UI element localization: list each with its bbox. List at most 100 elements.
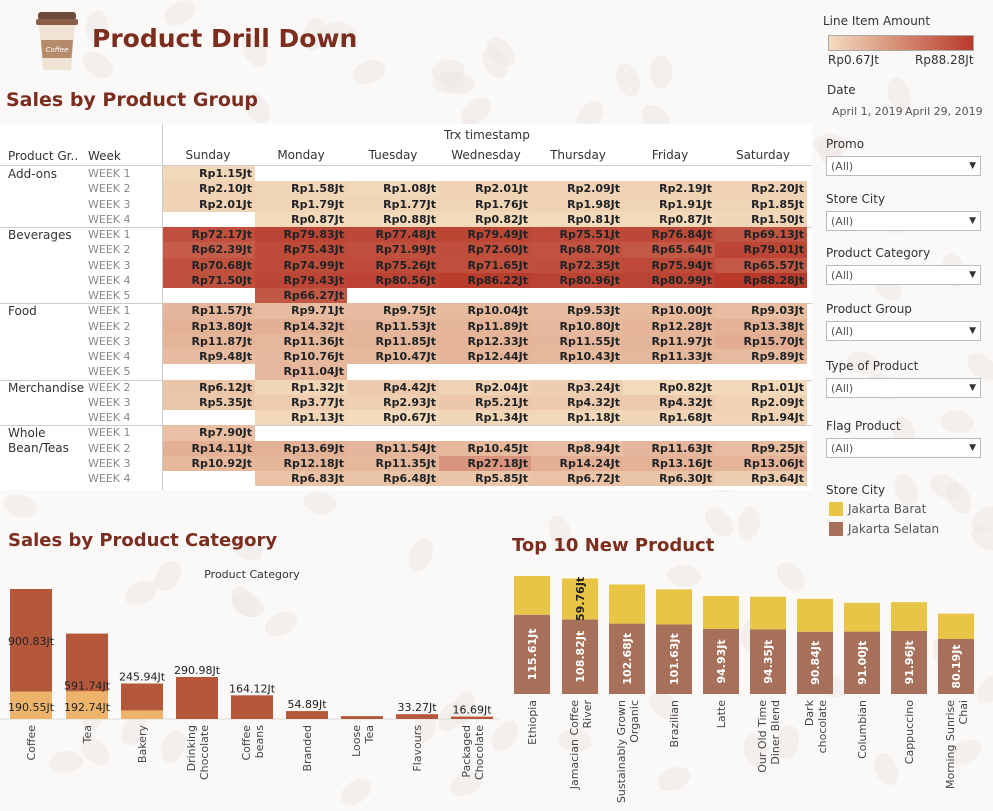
heat-cell[interactable]: Rp12.33Jt xyxy=(439,333,531,349)
top10-bar-barat[interactable] xyxy=(703,595,739,629)
heat-cell[interactable]: Rp13.80Jt xyxy=(163,318,255,334)
heat-cell[interactable]: Rp11.63Jt xyxy=(623,440,715,456)
top10-bar-barat[interactable] xyxy=(514,575,550,615)
top10-bar-selatan[interactable] xyxy=(514,614,550,694)
heat-cell[interactable]: Rp1.85Jt xyxy=(715,196,807,212)
category-bar[interactable] xyxy=(341,716,383,719)
heat-cell[interactable]: Rp74.99Jt xyxy=(255,257,347,273)
heat-cell[interactable]: Rp10.80Jt xyxy=(531,318,623,334)
heat-cell[interactable]: Rp9.53Jt xyxy=(531,303,623,319)
category-bar[interactable] xyxy=(231,695,273,719)
heat-cell[interactable]: Rp8.94Jt xyxy=(531,440,623,456)
heat-cell[interactable]: Rp71.50Jt xyxy=(163,272,255,288)
heat-cell[interactable]: Rp3.24Jt xyxy=(531,379,623,395)
top10-bar-selatan[interactable] xyxy=(562,619,598,694)
heat-cell[interactable]: Rp6.12Jt xyxy=(163,379,255,395)
category-bar-low[interactable] xyxy=(10,691,52,719)
heat-cell[interactable]: Rp2.09Jt xyxy=(715,394,807,410)
heat-cell[interactable]: Rp75.26Jt xyxy=(347,257,439,273)
heat-cell[interactable]: Rp77.48Jt xyxy=(347,227,439,243)
heat-cell[interactable]: Rp1.76Jt xyxy=(439,196,531,212)
heat-cell[interactable]: Rp70.68Jt xyxy=(163,257,255,273)
top10-bar-selatan[interactable] xyxy=(844,631,880,694)
category-bar-low[interactable] xyxy=(66,691,108,719)
heat-cell[interactable]: Rp62.39Jt xyxy=(163,242,255,258)
heat-cell[interactable]: Rp1.32Jt xyxy=(255,379,347,395)
heat-cell[interactable]: Rp9.71Jt xyxy=(255,303,347,319)
heat-cell[interactable]: Rp9.75Jt xyxy=(347,303,439,319)
heat-cell[interactable]: Rp0.88Jt xyxy=(347,211,439,227)
heat-cell[interactable]: Rp4.32Jt xyxy=(623,394,715,410)
heat-cell[interactable]: Rp72.35Jt xyxy=(531,257,623,273)
heat-cell[interactable]: Rp72.60Jt xyxy=(439,242,531,258)
heat-cell[interactable]: Rp76.84Jt xyxy=(623,227,715,243)
heat-cell[interactable]: Rp1.01Jt xyxy=(715,379,807,395)
category-bar[interactable] xyxy=(451,716,493,719)
filter-dropdown[interactable]: (All) ▼ xyxy=(826,378,981,398)
heat-cell[interactable]: Rp11.85Jt xyxy=(347,333,439,349)
heat-cell[interactable]: Rp11.53Jt xyxy=(347,318,439,334)
heat-cell[interactable]: Rp12.44Jt xyxy=(439,349,531,365)
heat-cell[interactable]: Rp7.90Jt xyxy=(163,425,255,441)
heat-cell[interactable]: Rp9.89Jt xyxy=(715,349,807,365)
heat-cell[interactable]: Rp2.01Jt xyxy=(163,196,255,212)
heat-cell[interactable]: Rp1.77Jt xyxy=(347,196,439,212)
heat-cell[interactable]: Rp88.28Jt xyxy=(715,272,807,288)
top10-bar-selatan[interactable] xyxy=(750,629,786,694)
heat-cell[interactable]: Rp11.97Jt xyxy=(623,333,715,349)
heat-cell[interactable]: Rp10.76Jt xyxy=(255,349,347,365)
heat-cell[interactable]: Rp15.70Jt xyxy=(715,333,807,349)
heat-cell[interactable]: Rp2.04Jt xyxy=(439,379,531,395)
filter-dropdown[interactable]: (All) ▼ xyxy=(826,156,981,176)
heat-cell[interactable]: Rp72.17Jt xyxy=(163,227,255,243)
heat-cell[interactable]: Rp80.99Jt xyxy=(623,272,715,288)
top10-bar-barat[interactable] xyxy=(938,613,974,640)
heat-cell[interactable]: Rp75.43Jt xyxy=(255,242,347,258)
heat-cell[interactable]: Rp13.16Jt xyxy=(623,455,715,471)
heat-cell[interactable]: Rp11.04Jt xyxy=(255,364,347,380)
heat-cell[interactable]: Rp2.20Jt xyxy=(715,181,807,197)
category-bar[interactable] xyxy=(396,714,438,719)
top10-bar-selatan[interactable] xyxy=(656,624,692,694)
heat-cell[interactable]: Rp1.58Jt xyxy=(255,181,347,197)
heat-cell[interactable]: Rp13.06Jt xyxy=(715,455,807,471)
heat-cell[interactable]: Rp2.93Jt xyxy=(347,394,439,410)
top10-bar-barat[interactable] xyxy=(844,602,880,632)
heat-cell[interactable]: Rp10.47Jt xyxy=(347,349,439,365)
heat-cell[interactable]: Rp1.08Jt xyxy=(347,181,439,197)
heat-cell[interactable]: Rp1.91Jt xyxy=(623,196,715,212)
heat-cell[interactable]: Rp0.87Jt xyxy=(623,211,715,227)
heat-cell[interactable]: Rp11.55Jt xyxy=(531,333,623,349)
heat-cell[interactable]: Rp79.83Jt xyxy=(255,227,347,243)
heat-cell[interactable]: Rp11.87Jt xyxy=(163,333,255,349)
heat-cell[interactable]: Rp2.09Jt xyxy=(531,181,623,197)
filter-dropdown[interactable]: (All) ▼ xyxy=(826,265,981,285)
heat-cell[interactable]: Rp66.27Jt xyxy=(255,288,347,304)
category-bar[interactable] xyxy=(176,677,218,719)
heat-cell[interactable]: Rp11.33Jt xyxy=(623,349,715,365)
top10-bar-barat[interactable] xyxy=(609,584,645,624)
group-label[interactable]: Add-ons xyxy=(8,167,57,181)
heat-cell[interactable]: Rp1.34Jt xyxy=(439,410,531,426)
heat-cell[interactable]: Rp12.18Jt xyxy=(255,455,347,471)
heat-cell[interactable]: Rp75.51Jt xyxy=(531,227,623,243)
heat-cell[interactable]: Rp1.98Jt xyxy=(531,196,623,212)
heat-cell[interactable]: Rp65.57Jt xyxy=(715,257,807,273)
heat-cell[interactable]: Rp10.92Jt xyxy=(163,455,255,471)
heat-cell[interactable]: Rp13.69Jt xyxy=(255,440,347,456)
heat-cell[interactable]: Rp1.15Jt xyxy=(163,166,255,182)
group-label[interactable]: Beverages xyxy=(8,228,72,242)
heat-cell[interactable]: Rp80.96Jt xyxy=(531,272,623,288)
heat-cell[interactable]: Rp79.43Jt xyxy=(255,272,347,288)
heat-cell[interactable]: Rp68.70Jt xyxy=(531,242,623,258)
top10-bar-selatan[interactable] xyxy=(891,630,927,694)
top10-bar-selatan[interactable] xyxy=(703,628,739,694)
heat-cell[interactable]: Rp5.85Jt xyxy=(439,471,531,487)
heat-cell[interactable]: Rp75.94Jt xyxy=(623,257,715,273)
heat-cell[interactable]: Rp27.18Jt xyxy=(439,455,531,471)
heat-cell[interactable]: Rp0.82Jt xyxy=(623,379,715,395)
heat-cell[interactable]: Rp10.45Jt xyxy=(439,440,531,456)
group-label[interactable]: Food xyxy=(8,304,37,319)
heat-cell[interactable]: Rp14.11Jt xyxy=(163,440,255,456)
category-bar-low[interactable] xyxy=(121,710,163,719)
